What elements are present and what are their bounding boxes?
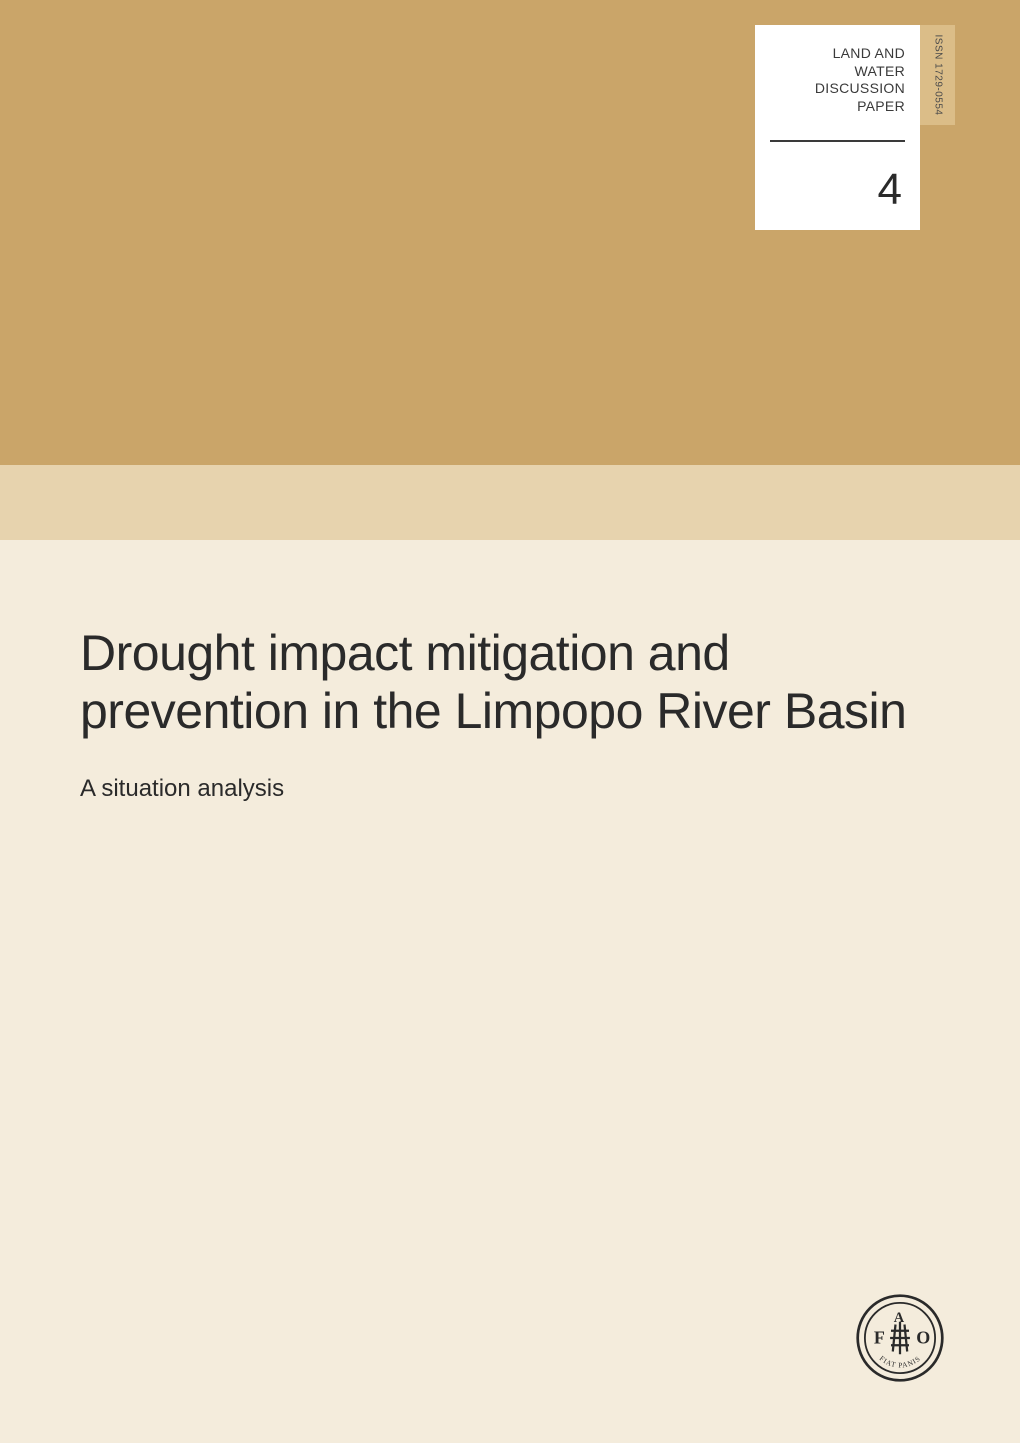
mid-color-band — [0, 465, 1020, 540]
svg-text:O: O — [916, 1327, 930, 1347]
series-line: LAND AND — [815, 45, 905, 63]
issn-number: ISSN 1729-0554 — [932, 35, 943, 116]
svg-text:FIAT PANIS: FIAT PANIS — [878, 1355, 923, 1370]
svg-text:F: F — [874, 1327, 885, 1347]
series-header-box: LAND AND WATER DISCUSSION PAPER 4 — [755, 25, 920, 230]
series-line: DISCUSSION — [815, 80, 905, 98]
series-line: PAPER — [815, 98, 905, 116]
fao-logo: F O A FIAT PANIS — [855, 1293, 945, 1383]
fao-logo-icon: F O A FIAT PANIS — [855, 1293, 945, 1383]
document-title: Drought impact mitigation and prevention… — [80, 625, 940, 740]
title-block: Drought impact mitigation and prevention… — [80, 625, 940, 803]
header-divider — [770, 140, 905, 142]
series-title: LAND AND WATER DISCUSSION PAPER — [815, 45, 905, 115]
paper-number: 4 — [878, 165, 902, 215]
issn-band: ISSN 1729-0554 — [920, 25, 955, 125]
series-line: WATER — [815, 63, 905, 81]
document-subtitle: A situation analysis — [80, 775, 940, 803]
document-cover: ISSN 1729-0554 LAND AND WATER DISCUSSION… — [0, 0, 1020, 1443]
